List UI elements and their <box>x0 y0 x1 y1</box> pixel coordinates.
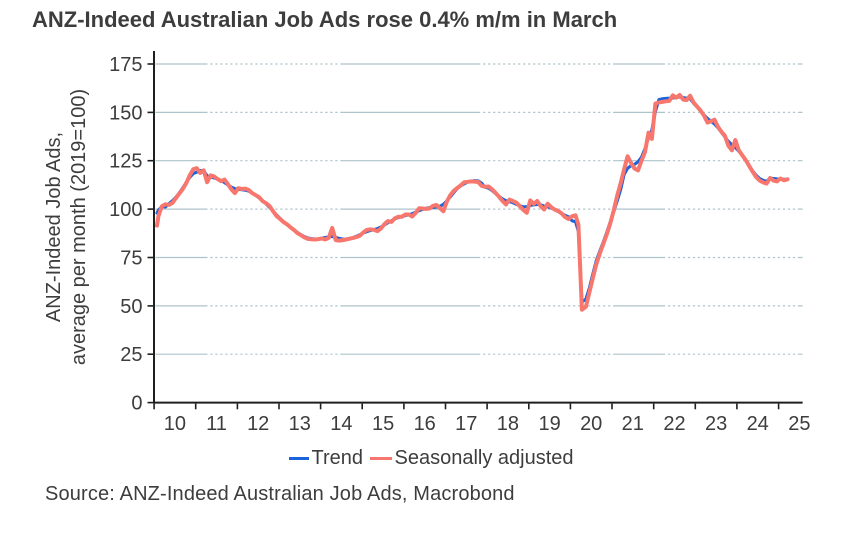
svg-text:21: 21 <box>622 413 644 435</box>
svg-text:125: 125 <box>109 151 142 173</box>
svg-text:13: 13 <box>289 413 311 435</box>
svg-text:23: 23 <box>705 413 727 435</box>
svg-text:10: 10 <box>164 413 186 435</box>
svg-text:12: 12 <box>247 413 269 435</box>
svg-text:175: 175 <box>109 54 142 76</box>
svg-text:15: 15 <box>372 413 394 435</box>
svg-text:11: 11 <box>206 413 227 435</box>
svg-text:20: 20 <box>580 413 602 435</box>
svg-text:22: 22 <box>663 413 685 435</box>
svg-text:25: 25 <box>788 413 810 435</box>
svg-text:16: 16 <box>414 413 436 435</box>
svg-text:14: 14 <box>330 413 352 435</box>
svg-text:100: 100 <box>109 199 142 221</box>
svg-text:50: 50 <box>120 296 142 318</box>
svg-text:19: 19 <box>538 413 560 435</box>
svg-text:75: 75 <box>120 248 142 270</box>
svg-text:25: 25 <box>120 344 142 366</box>
svg-text:17: 17 <box>455 413 477 435</box>
svg-text:24: 24 <box>747 413 769 435</box>
svg-text:18: 18 <box>497 413 519 435</box>
svg-text:150: 150 <box>109 102 142 124</box>
svg-text:0: 0 <box>131 393 142 415</box>
